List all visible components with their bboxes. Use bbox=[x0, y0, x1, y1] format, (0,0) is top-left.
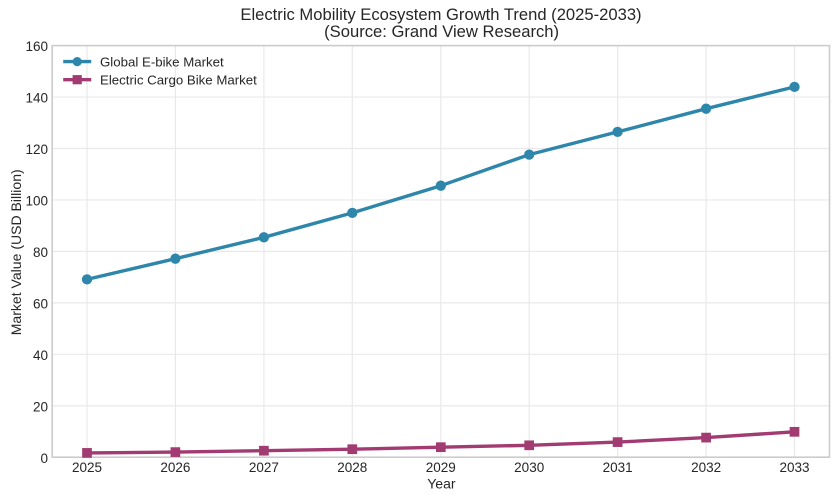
svg-text:2026: 2026 bbox=[160, 460, 190, 475]
svg-text:(Source: Grand View Research): (Source: Grand View Research) bbox=[324, 22, 559, 41]
svg-text:2033: 2033 bbox=[779, 460, 809, 475]
svg-text:20: 20 bbox=[33, 399, 48, 414]
svg-text:2032: 2032 bbox=[691, 460, 721, 475]
svg-text:Year: Year bbox=[427, 476, 456, 492]
svg-text:120: 120 bbox=[25, 142, 48, 157]
svg-text:2028: 2028 bbox=[337, 460, 367, 475]
svg-text:2027: 2027 bbox=[249, 460, 279, 475]
svg-text:140: 140 bbox=[25, 91, 48, 106]
svg-text:100: 100 bbox=[25, 194, 48, 209]
svg-text:Global E-bike Market: Global E-bike Market bbox=[100, 54, 224, 69]
svg-text:0: 0 bbox=[40, 451, 48, 466]
svg-text:160: 160 bbox=[25, 39, 48, 54]
svg-text:2029: 2029 bbox=[426, 460, 456, 475]
svg-text:Market Value (USD Billion): Market Value (USD Billion) bbox=[8, 169, 24, 335]
svg-text:Electric Cargo Bike Market: Electric Cargo Bike Market bbox=[100, 72, 257, 87]
svg-text:2025: 2025 bbox=[72, 460, 102, 475]
svg-text:40: 40 bbox=[33, 348, 48, 363]
svg-text:60: 60 bbox=[33, 296, 48, 311]
svg-text:2031: 2031 bbox=[603, 460, 633, 475]
svg-text:80: 80 bbox=[33, 245, 48, 260]
svg-text:Electric Mobility Ecosystem Gr: Electric Mobility Ecosystem Growth Trend… bbox=[240, 5, 641, 24]
svg-text:2030: 2030 bbox=[514, 460, 544, 475]
